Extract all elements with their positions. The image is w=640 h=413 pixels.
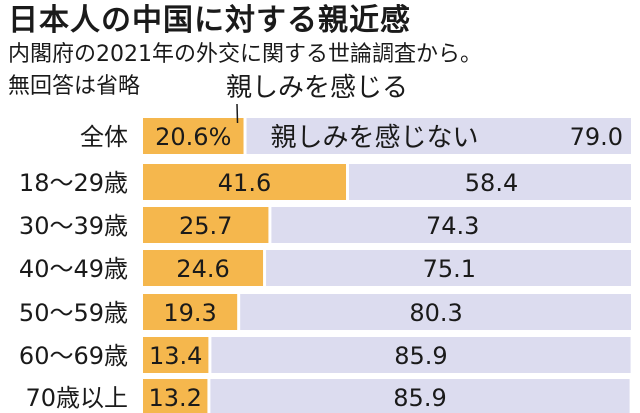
row-label: 70歳以上 xyxy=(25,384,128,412)
value-label-far: 58.4 xyxy=(465,169,518,197)
legend-leader-line xyxy=(236,103,239,124)
row-label: 60〜69歳 xyxy=(19,342,128,370)
value-label-near: 20.6% xyxy=(155,123,231,151)
value-label-far: 75.1 xyxy=(423,255,476,283)
bar-far xyxy=(246,118,631,154)
value-label-near: 19.3 xyxy=(163,299,216,327)
bar-near xyxy=(143,250,264,286)
value-label-far: 74.3 xyxy=(426,212,479,240)
chart-note: 無回答は省略 xyxy=(8,74,141,99)
bar-near xyxy=(143,337,209,373)
value-label-near: 41.6 xyxy=(218,169,271,197)
bar-far xyxy=(266,250,631,286)
value-label-near: 13.4 xyxy=(149,342,202,370)
bar-near xyxy=(143,294,238,330)
bar-near xyxy=(143,164,347,200)
chart-subtitle: 内閣府の2021年の外交に関する世論調査から。 xyxy=(8,42,482,67)
bar-near xyxy=(143,379,208,413)
row-label: 30〜39歳 xyxy=(19,212,128,240)
bar-near xyxy=(143,207,269,243)
legend-near-label: 親しみを感じる xyxy=(226,73,409,103)
bar-far xyxy=(240,294,631,330)
row-label: 50〜59歳 xyxy=(19,299,128,327)
value-label-near: 24.6 xyxy=(176,255,229,283)
bar-far xyxy=(271,207,631,243)
bar-far xyxy=(210,379,630,413)
row-label: 全体 xyxy=(80,123,128,151)
row-label: 40〜49歳 xyxy=(19,255,128,283)
row-label: 18〜29歳 xyxy=(19,169,128,197)
value-label-far: 85.9 xyxy=(393,384,446,412)
value-label-near: 13.2 xyxy=(148,384,201,412)
value-label-far: 85.9 xyxy=(394,342,447,370)
value-label-far: 80.3 xyxy=(409,299,462,327)
bar-far xyxy=(211,337,631,373)
value-label-far: 79.0 xyxy=(570,123,623,151)
chart-title: 日本人の中国に対する親近感 xyxy=(8,3,411,38)
value-label-near: 25.7 xyxy=(179,212,232,240)
bar-near xyxy=(143,118,244,154)
bar-far xyxy=(349,164,631,200)
legend-far-label: 親しみを感じない xyxy=(271,123,479,153)
